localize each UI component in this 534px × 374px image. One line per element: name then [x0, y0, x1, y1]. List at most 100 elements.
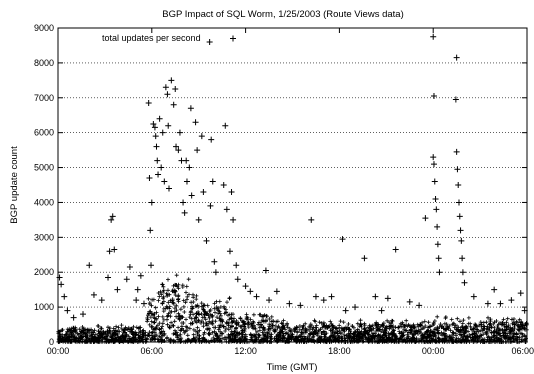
data-point — [461, 279, 468, 286]
data-point — [433, 206, 440, 213]
data-point — [61, 293, 68, 300]
y-tick-label: 7000 — [34, 93, 54, 103]
data-point — [170, 101, 177, 108]
data-point — [137, 272, 144, 279]
data-point — [207, 202, 214, 209]
data-point — [286, 300, 293, 307]
data-point — [114, 286, 121, 293]
plot-frame — [57, 27, 528, 343]
y-tick-label: 3000 — [34, 232, 54, 242]
data-point — [154, 157, 161, 164]
data-point — [339, 236, 346, 243]
data-point — [70, 314, 77, 321]
data-point — [172, 86, 179, 93]
data-point — [508, 297, 515, 304]
y-tick-label: 5000 — [34, 163, 54, 173]
data-point — [458, 237, 465, 244]
data-point — [242, 283, 249, 290]
data-point — [262, 267, 269, 274]
data-point — [200, 188, 207, 195]
data-point — [320, 297, 327, 304]
data-point — [161, 178, 168, 185]
data-point — [148, 199, 155, 206]
data-point — [430, 33, 437, 40]
x-tick-label: 00:00 — [422, 346, 445, 356]
data-point — [140, 300, 147, 307]
data-point — [430, 154, 437, 161]
x-axis: 00:00 06:00 12:00 18:00 00:00 06:00 — [47, 28, 534, 356]
data-point — [155, 171, 162, 178]
data-point — [422, 215, 429, 222]
data-point — [180, 199, 187, 206]
data-point — [133, 297, 140, 304]
data-point — [416, 302, 423, 309]
data-point — [173, 143, 180, 150]
data-point — [194, 147, 201, 154]
data-point — [223, 206, 230, 213]
data-point — [234, 276, 241, 283]
data-point — [165, 122, 172, 129]
data-point — [164, 91, 171, 98]
data-point — [195, 216, 202, 223]
data-point — [253, 293, 260, 300]
data-point — [312, 293, 319, 300]
data-point — [134, 286, 141, 293]
data-point — [430, 161, 437, 168]
y-tick-label: 9000 — [34, 23, 54, 33]
data-point — [392, 246, 399, 253]
data-point — [126, 263, 133, 270]
data-point — [64, 307, 71, 314]
legend-label: total updates per second — [102, 33, 201, 43]
grid — [58, 62, 527, 308]
x-tick-label: 00:00 — [47, 346, 70, 356]
data-point — [273, 288, 280, 295]
data-point — [156, 115, 163, 122]
data-point — [187, 105, 194, 112]
data-point — [209, 178, 216, 185]
data-point — [158, 164, 165, 171]
y-tick-label: 0 — [49, 337, 54, 347]
data-point — [230, 216, 237, 223]
chart-title: BGP Impact of SQL Worm, 1/25/2003 (Route… — [162, 9, 404, 20]
data-point — [147, 227, 154, 234]
data-point — [361, 255, 368, 262]
y-axis-label: BGP update count — [9, 146, 20, 224]
data-point — [151, 124, 158, 131]
data-point — [517, 290, 524, 297]
data-point — [176, 129, 183, 136]
data-point — [328, 293, 335, 300]
y-tick-label: 6000 — [34, 128, 54, 138]
data-point — [222, 122, 229, 129]
data-point — [430, 93, 437, 100]
legend-marker — [230, 35, 236, 42]
x-tick-label: 06:00 — [141, 346, 164, 356]
y-tick-label: 1000 — [34, 302, 54, 312]
data-point — [165, 185, 172, 192]
x-axis-label: Time (GMT) — [267, 362, 318, 373]
data-point — [484, 300, 491, 307]
data-point — [384, 295, 391, 302]
data-point — [153, 143, 160, 150]
data-point — [123, 276, 130, 283]
data-point — [183, 157, 190, 164]
data-point — [56, 274, 63, 281]
data-point — [455, 199, 462, 206]
data-point — [435, 255, 442, 262]
dense-update-markers — [56, 273, 529, 344]
data-point — [431, 178, 438, 185]
data-point — [432, 195, 439, 202]
data-point — [58, 281, 65, 288]
data-point — [455, 182, 462, 188]
data-point — [212, 269, 219, 276]
data-point — [434, 223, 441, 230]
data-point — [453, 148, 460, 155]
data-point — [168, 77, 175, 84]
data-point — [175, 147, 182, 154]
data-point — [145, 100, 152, 107]
data-point — [108, 216, 115, 223]
data-point — [457, 227, 464, 234]
data-point — [162, 84, 169, 91]
data-point — [186, 164, 193, 171]
data-point — [111, 246, 118, 253]
